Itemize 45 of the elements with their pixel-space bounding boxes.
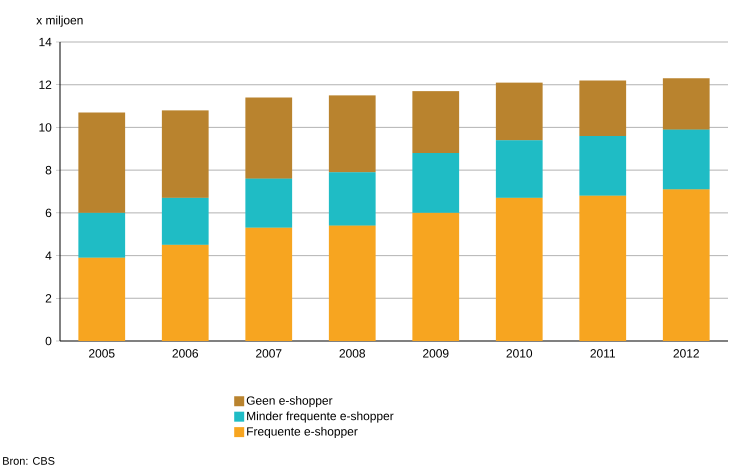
- y-tick-label: 2: [46, 294, 52, 302]
- bar: [78, 258, 126, 341]
- bar: [662, 189, 710, 341]
- x-tick-label: 2007: [256, 349, 282, 358]
- x-tick-label: 2008: [340, 349, 366, 358]
- bar: [162, 198, 209, 245]
- x-tick-label: 2006: [172, 349, 198, 358]
- bar: [412, 212, 460, 341]
- bar: [496, 198, 543, 341]
- y-tick-label: 10: [39, 123, 52, 132]
- y-tick-label: 0: [46, 336, 52, 346]
- bar: [162, 110, 209, 198]
- bar: [412, 91, 460, 154]
- bar: [328, 226, 376, 341]
- bar: [162, 244, 209, 341]
- y-tick-label: 12: [39, 80, 52, 89]
- bar: [78, 112, 126, 213]
- x-tick-label: 2010: [506, 349, 532, 358]
- y-tick-label: 8: [46, 166, 52, 174]
- bar: [579, 80, 626, 136]
- x-tick-label: 2005: [89, 349, 115, 358]
- bar: [579, 196, 626, 341]
- x-tick-label: 2012: [674, 349, 699, 358]
- bar: [245, 228, 292, 341]
- bar: [412, 153, 460, 213]
- bar: [78, 212, 126, 258]
- bar: [245, 178, 292, 228]
- bar: [328, 95, 376, 172]
- x-tick-label: 2011: [590, 349, 616, 358]
- bar: [496, 140, 543, 198]
- bar: [245, 98, 292, 179]
- bar: [328, 172, 376, 226]
- bar: [579, 136, 626, 196]
- legend-label: Frequente e-shopper: [247, 426, 358, 438]
- y-tick-label: 4: [45, 251, 52, 260]
- y-axis-title: x miljoen: [36, 16, 83, 27]
- bar: [662, 130, 710, 190]
- bar: [662, 78, 710, 130]
- legend-label: Minder frequente e-shopper: [247, 411, 394, 423]
- y-tick-label: 6: [46, 208, 52, 218]
- y-tick-label: 14: [39, 38, 52, 46]
- bar: [496, 82, 543, 140]
- x-tick-label: 2009: [423, 349, 448, 358]
- text: Bron: CBS: [3, 457, 54, 465]
- legend-label: Geen e-shopper: [246, 396, 332, 408]
